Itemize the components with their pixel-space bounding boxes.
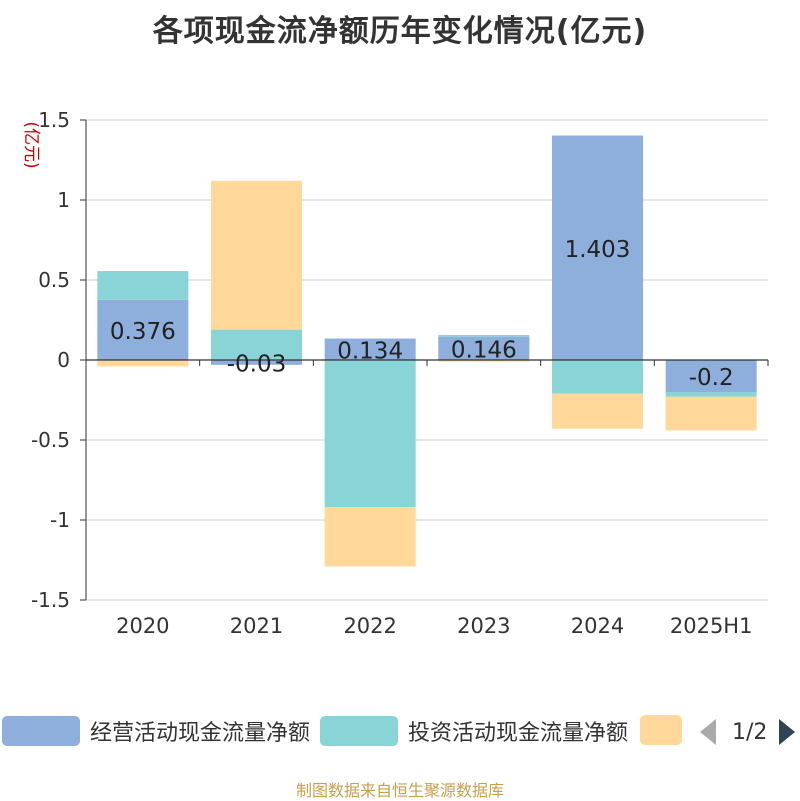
data-label-2025H1: -0.2 [689,365,734,391]
bar-2023-series-2 [438,360,530,362]
bar-series [97,135,757,567]
x-tick-label-2024: 2024 [571,614,624,638]
chart-title: 各项现金流净额历年变化情况(亿元) [152,14,648,49]
x-tick-label-2021: 2021 [230,614,283,638]
x-tick-label-2020: 2020 [116,614,169,638]
bar-2023-series-1 [438,335,530,337]
bar-2020-series-2 [97,360,189,367]
legend-item-investing[interactable]: 投资活动现金流量净额 [320,715,628,747]
y-tick-label: 0.5 [38,268,70,292]
y-tick-label: 1 [57,188,70,212]
data-labels: 0.376 -0.03 0.134 0.146 1.403 -0.2 [110,237,734,391]
legend-item-financing[interactable] [640,715,682,745]
source-footer: 制图数据来自恒生聚源数据库 [295,781,504,800]
x-tick-label-2023: 2023 [457,614,510,638]
bar-2021-series-0 [211,360,302,365]
bar-2022-series-2 [324,507,416,567]
bar-2023-series-0 [438,336,530,360]
y-tick-label: -0.5 [31,428,70,452]
bar-2021-series-2 [211,180,302,330]
legend-label-investing: 投资活动现金流量净额 [408,721,629,746]
y-tick-label: 1.5 [38,108,70,132]
x-tick-label-2022: 2022 [343,614,396,638]
y-tick-label: -1.5 [31,588,70,612]
x-tick-label-2025H1: 2025H1 [670,614,753,638]
bar-2024-series-2 [552,393,643,429]
data-label-2021: -0.03 [227,351,287,377]
legend-swatch-operating [2,716,80,746]
legend-swatch-financing [640,715,682,745]
bar-2025H1-series-1 [665,392,757,397]
legend-next-icon[interactable] [779,719,796,745]
bar-2022-series-1 [324,360,416,508]
legend-prev-icon[interactable] [700,719,716,745]
data-label-2020: 0.376 [110,319,176,345]
bar-2025H1-series-0 [665,360,757,392]
legend: 经营活动现金流量净额 投资活动现金流量净额 1/2 [0,715,800,755]
data-label-2024: 1.403 [565,237,631,263]
y-tick-label: 0 [57,348,70,372]
bar-2025H1-series-2 [665,396,757,431]
bar-2020-series-0 [97,299,189,360]
bar-2021-series-1 [211,329,302,360]
y-tick-label: -1 [50,508,70,532]
legend-pager: 1/2 [700,719,796,745]
legend-swatch-investing [320,716,398,746]
bar-2024-series-0 [552,135,643,360]
axes: 1.5 1 0.5 0 -0.5 -1 -1.5 2020 2021 2022 2023 2024 20… [31,108,769,638]
bar-2024-series-1 [552,360,643,394]
legend-label-operating: 经营活动现金流量净额 [90,721,311,746]
legend-item-operating[interactable]: 经营活动现金流量净额 [2,715,310,747]
bar-2020-series-1 [97,271,189,300]
grid-lines [86,119,768,601]
data-label-2022: 0.134 [337,338,403,364]
bar-2022-series-0 [324,338,416,360]
data-label-2023: 0.146 [451,337,517,363]
y-axis-label: (亿元) [21,121,41,168]
bar-chart: 1.5 1 0.5 0 -0.5 -1 -1.5 2020 2021 2022 2023 2024 20… [21,108,769,638]
legend-page-indicator: 1/2 [732,719,768,745]
